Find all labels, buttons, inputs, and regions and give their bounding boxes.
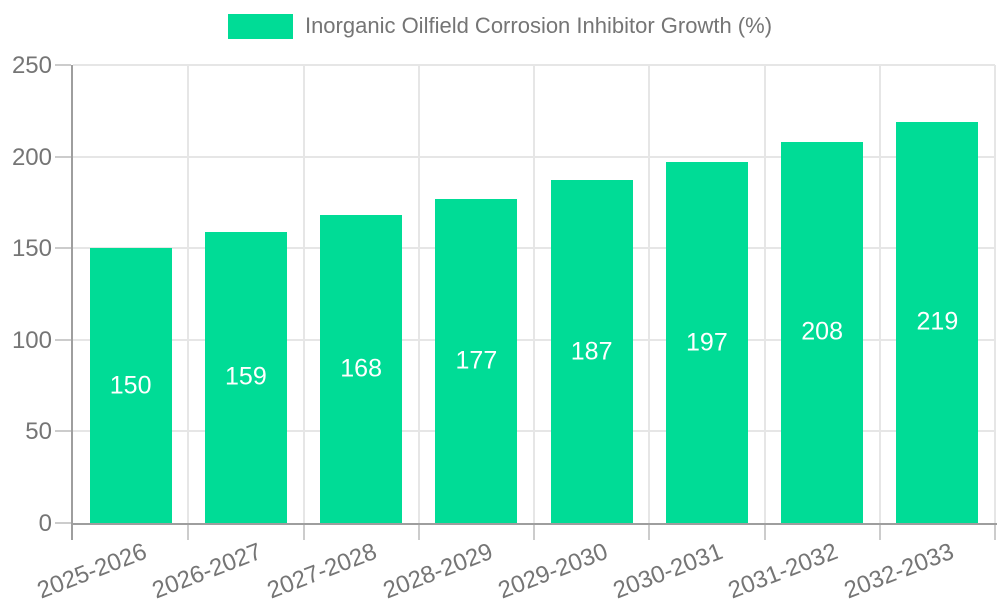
gridline-v bbox=[533, 65, 535, 523]
x-tick bbox=[763, 525, 766, 540]
y-tick bbox=[55, 247, 71, 250]
bar[interactable] bbox=[665, 162, 748, 523]
gridline-v bbox=[187, 65, 190, 523]
bar-value-label: 208 bbox=[801, 317, 843, 346]
bar-value-label: 159 bbox=[225, 362, 267, 391]
bar[interactable] bbox=[896, 121, 979, 523]
bar[interactable] bbox=[781, 141, 864, 523]
gridline-v bbox=[763, 65, 766, 523]
bar[interactable] bbox=[204, 231, 287, 523]
x-tick-label: 2030-2031 bbox=[609, 538, 727, 600]
x-tick bbox=[417, 525, 420, 540]
y-tick bbox=[55, 155, 71, 158]
y-axis-line bbox=[71, 65, 73, 540]
x-tick-label: 2025-2026 bbox=[33, 538, 151, 600]
gridline-v bbox=[302, 65, 305, 523]
bar-value-label: 187 bbox=[570, 337, 613, 366]
x-tick-label: 2026-2027 bbox=[148, 538, 266, 600]
bar[interactable] bbox=[550, 180, 633, 523]
y-tick-label: 50 bbox=[25, 418, 52, 446]
gridline-v bbox=[417, 65, 420, 523]
y-tick-label: 250 bbox=[11, 52, 52, 79]
x-tick-label: 2031-2032 bbox=[724, 538, 842, 600]
gridline-v bbox=[994, 65, 996, 523]
bar[interactable] bbox=[89, 248, 172, 523]
y-tick bbox=[55, 64, 71, 66]
y-tick-label: 150 bbox=[11, 235, 52, 263]
x-tick bbox=[533, 525, 535, 540]
x-tick-label: 2028-2029 bbox=[379, 538, 497, 600]
x-tick bbox=[648, 525, 651, 540]
y-tick bbox=[55, 338, 71, 341]
x-tick bbox=[878, 525, 881, 540]
y-tick bbox=[55, 522, 71, 524]
x-tick bbox=[994, 525, 996, 540]
legend-label: Inorganic Oilfield Corrosion Inhibitor G… bbox=[304, 13, 773, 38]
bar-value-label: 197 bbox=[686, 328, 728, 357]
legend-swatch bbox=[227, 13, 293, 39]
x-tick bbox=[187, 525, 190, 540]
y-tick bbox=[55, 430, 71, 433]
gridline-v bbox=[648, 65, 651, 523]
bar[interactable] bbox=[320, 215, 403, 523]
x-tick-label: 2029-2030 bbox=[494, 538, 612, 600]
y-tick-label: 0 bbox=[38, 510, 52, 537]
y-tick-label: 200 bbox=[11, 143, 52, 171]
bar-value-label: 150 bbox=[109, 371, 152, 400]
bar[interactable] bbox=[435, 198, 518, 523]
bar-value-label: 177 bbox=[455, 346, 498, 375]
y-tick-label: 100 bbox=[11, 326, 52, 354]
bar-value-label: 168 bbox=[340, 354, 382, 383]
legend[interactable]: Inorganic Oilfield Corrosion Inhibitor G… bbox=[0, 13, 1000, 39]
x-tick bbox=[302, 525, 305, 540]
bar-value-label: 219 bbox=[916, 307, 959, 336]
x-tick-label: 2032-2033 bbox=[840, 538, 958, 600]
x-tick-label: 2027-2028 bbox=[263, 538, 381, 600]
gridline-v bbox=[878, 65, 881, 523]
